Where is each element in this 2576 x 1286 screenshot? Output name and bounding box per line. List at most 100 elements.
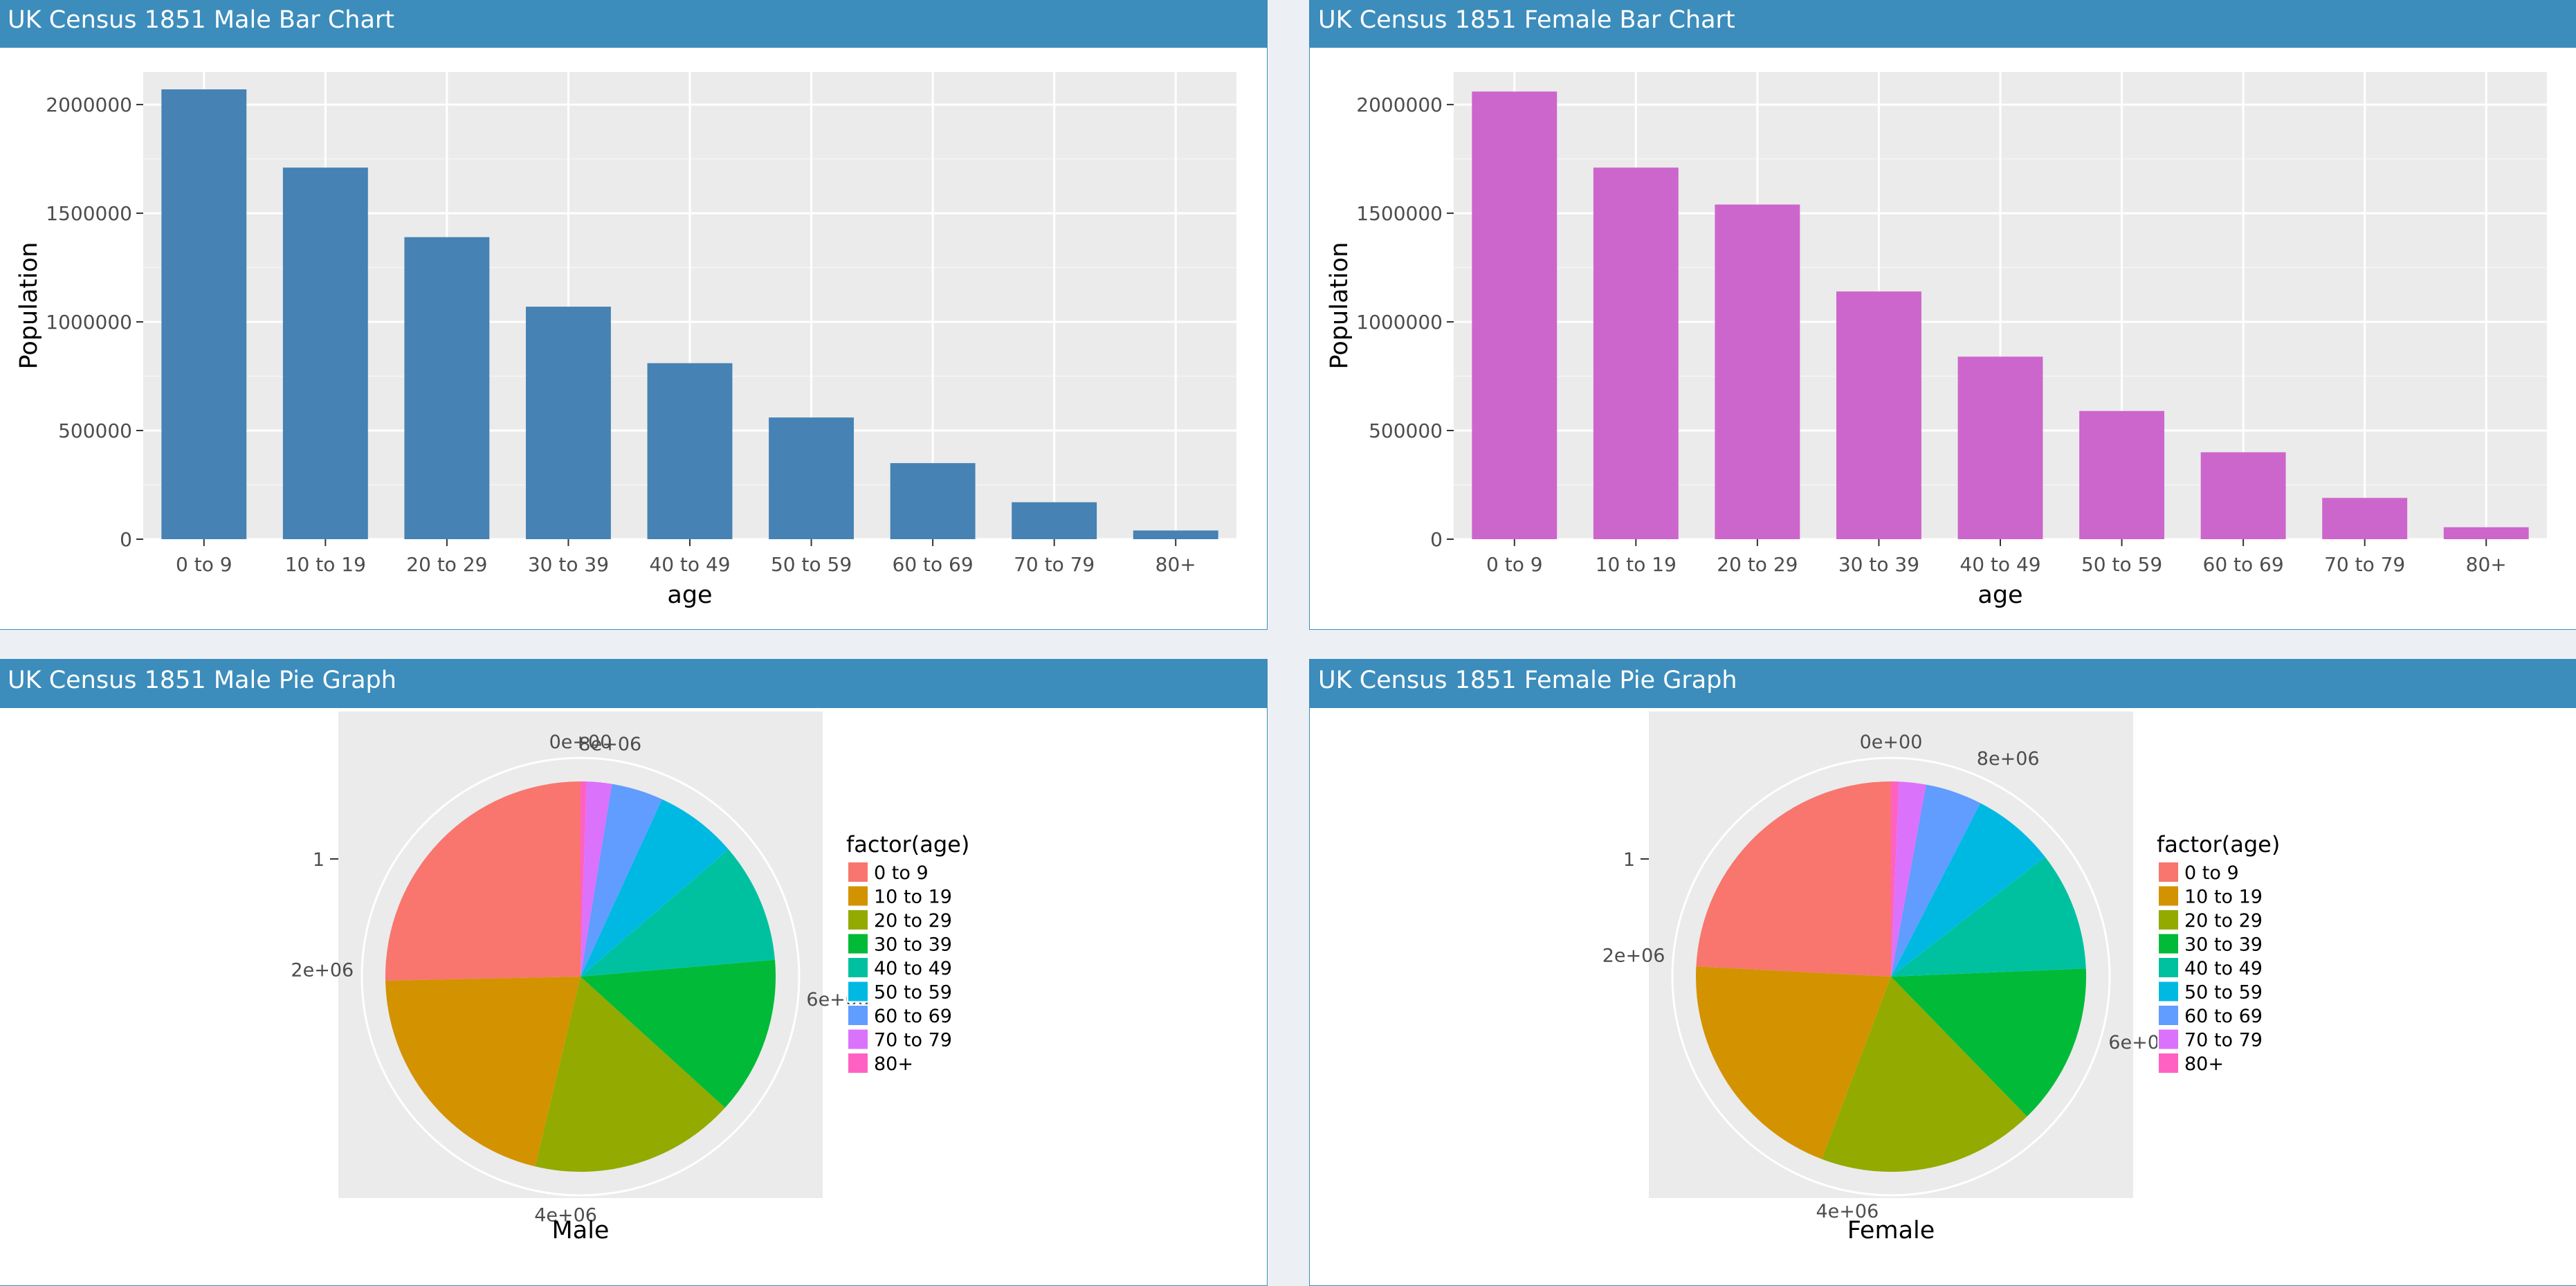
x-tick-label: 10 to 19: [285, 553, 366, 576]
y-tick-label: 1000000: [46, 311, 132, 334]
bar-70-to-79: [2322, 498, 2408, 539]
pie-slice-70-to-79: [1891, 781, 1926, 977]
legend-swatch: [847, 1052, 869, 1074]
y-tick-label: 1500000: [46, 202, 132, 225]
legend-swatch: [2157, 1004, 2180, 1026]
theta-tick-label: 4e+06: [534, 1204, 597, 1226]
bar-10-to-19: [1593, 167, 1679, 540]
bar-10-to-19: [282, 167, 368, 540]
x-tick-label: 40 to 49: [1960, 553, 2040, 576]
y-tick-label: 2000000: [46, 93, 132, 116]
theta-tick-label: 8e+06: [1977, 748, 2040, 770]
x-tick-label: 20 to 29: [1717, 553, 1798, 576]
x-tick-label: 30 to 39: [1838, 553, 1919, 576]
legend-label: 70 to 79: [874, 1030, 952, 1051]
theta-tick-label: 8e+06: [578, 734, 641, 755]
bars: [1472, 91, 2529, 540]
x-tick-label: 70 to 79: [1014, 553, 1095, 576]
male-bar-chart: 0 500000 1000000 1500000 2000000 0 to 9 10 to …: [15, 72, 1236, 609]
bar-80plus: [1133, 530, 1218, 539]
legend-label: 60 to 69: [874, 1006, 952, 1027]
pie-slice-80plus: [1891, 781, 1899, 977]
legend-swatch: [2157, 980, 2180, 1003]
theta-tick-label: 4e+06: [1816, 1201, 1879, 1222]
pie-slice-50-to-59: [581, 799, 729, 977]
theta-tick-label: 0e+00: [549, 732, 612, 753]
pie-slice-20-to-29: [535, 977, 725, 1172]
legend-swatch: [847, 980, 869, 1003]
x-axis: 0 to 9 10 to 19 20 to 29 30 to 39 40 to 49 50…: [176, 539, 1196, 576]
legend-swatch: [2157, 861, 2180, 883]
legend-label: 70 to 79: [2184, 1030, 2263, 1051]
bar-80plus: [2443, 527, 2529, 539]
legend-swatch: [847, 861, 869, 883]
x-axis-title: Female: [1847, 1217, 1935, 1244]
bar-20-to-29: [1715, 204, 1800, 539]
legend-label: 20 to 29: [2184, 910, 2263, 932]
legend-label: 20 to 29: [874, 910, 952, 932]
legend-label: 30 to 39: [874, 934, 952, 956]
legend-title: factor(age): [846, 831, 969, 858]
legend-swatch: [2157, 1052, 2180, 1074]
pie-slice-0-to-9: [385, 781, 581, 981]
legend-label: 50 to 59: [874, 982, 952, 1004]
y-axis-title: Population: [15, 242, 43, 370]
x-tick-label: 0 to 9: [1486, 553, 1543, 576]
female-bar-chart-box: UK Census 1851 Female Bar Chart 0 500000 1…: [1309, 0, 2576, 630]
y-tick-label: 500000: [58, 419, 132, 442]
theta-tick-label: 0e+00: [1860, 732, 1923, 753]
x-tick-label: 50 to 59: [771, 553, 852, 576]
bar-30-to-39: [1836, 291, 1921, 539]
female-pie-chart-title: UK Census 1851 Female Pie Graph: [1310, 660, 2576, 708]
pie-slice-30-to-39: [1891, 968, 2087, 1117]
legend-label: 0 to 9: [2184, 862, 2239, 884]
legend-label: 40 to 49: [874, 958, 952, 979]
x-tick-label: 50 to 59: [2081, 553, 2162, 576]
legend-swatch: [2157, 957, 2180, 979]
legend-label: 60 to 69: [2184, 1006, 2263, 1027]
legend-label: 80+: [2184, 1053, 2224, 1075]
x-tick-label: 80+: [1155, 553, 1196, 576]
x-tick-label: 70 to 79: [2324, 553, 2405, 576]
legend-swatch: [847, 957, 869, 979]
theta-tick-label: 2e+06: [291, 959, 354, 981]
bar-50-to-59: [769, 417, 854, 539]
y-tick-label: 1: [313, 849, 325, 871]
female-pie-chart: 0e+002e+064e+066e+068e+061Femalefactor(a…: [1602, 712, 2280, 1244]
bar-0-to-9: [1472, 91, 1558, 540]
theta-tick-label: 2e+06: [1602, 945, 1665, 966]
male-pie-chart-box: UK Census 1851 Male Pie Graph 0e+00 2e+06…: [0, 659, 1268, 1286]
pie-slice-20-to-29: [1821, 977, 2027, 1172]
legend-swatch: [2157, 932, 2180, 955]
pie-slice-80plus: [581, 781, 587, 977]
x-tick-label: 30 to 39: [528, 553, 609, 576]
bar-40-to-49: [647, 363, 733, 539]
pie-slice-30-to-39: [581, 959, 776, 1108]
male-pie-chart-title: UK Census 1851 Male Pie Graph: [0, 660, 1267, 708]
x-axis-title: Male: [552, 1217, 610, 1244]
x-axis-title: age: [1977, 581, 2022, 609]
y-tick-label: 1: [1623, 849, 1635, 871]
legend-label: 80+: [874, 1053, 913, 1075]
pie-slice-60-to-69: [1891, 784, 1981, 977]
bar-20-to-29: [404, 237, 490, 539]
legend-swatch: [847, 885, 869, 907]
y-axis-title: Population: [1326, 242, 1353, 370]
x-tick-label: 40 to 49: [649, 553, 730, 576]
legend-label: 10 to 19: [2184, 887, 2263, 908]
male-bar-chart-title: UK Census 1851 Male Bar Chart: [0, 0, 1267, 48]
pie-slices: [385, 781, 776, 1172]
legend-label: 40 to 49: [2184, 958, 2263, 979]
legend-label: 30 to 39: [2184, 934, 2263, 956]
x-axis-title: age: [667, 581, 712, 609]
legend-label: 50 to 59: [2184, 982, 2263, 1004]
x-axis: 0 to 9 10 to 19 20 to 29 30 to 39 40 to 49 50…: [1486, 539, 2507, 576]
pie-slice-0-to-9: [1696, 781, 1891, 977]
x-tick-label: 10 to 19: [1596, 553, 1677, 576]
pie-slice-40-to-49: [581, 849, 775, 977]
pie-slice-60-to-69: [581, 784, 662, 977]
y-tick-label: 2000000: [1356, 93, 1443, 116]
polar-gridline: [360, 757, 801, 1197]
